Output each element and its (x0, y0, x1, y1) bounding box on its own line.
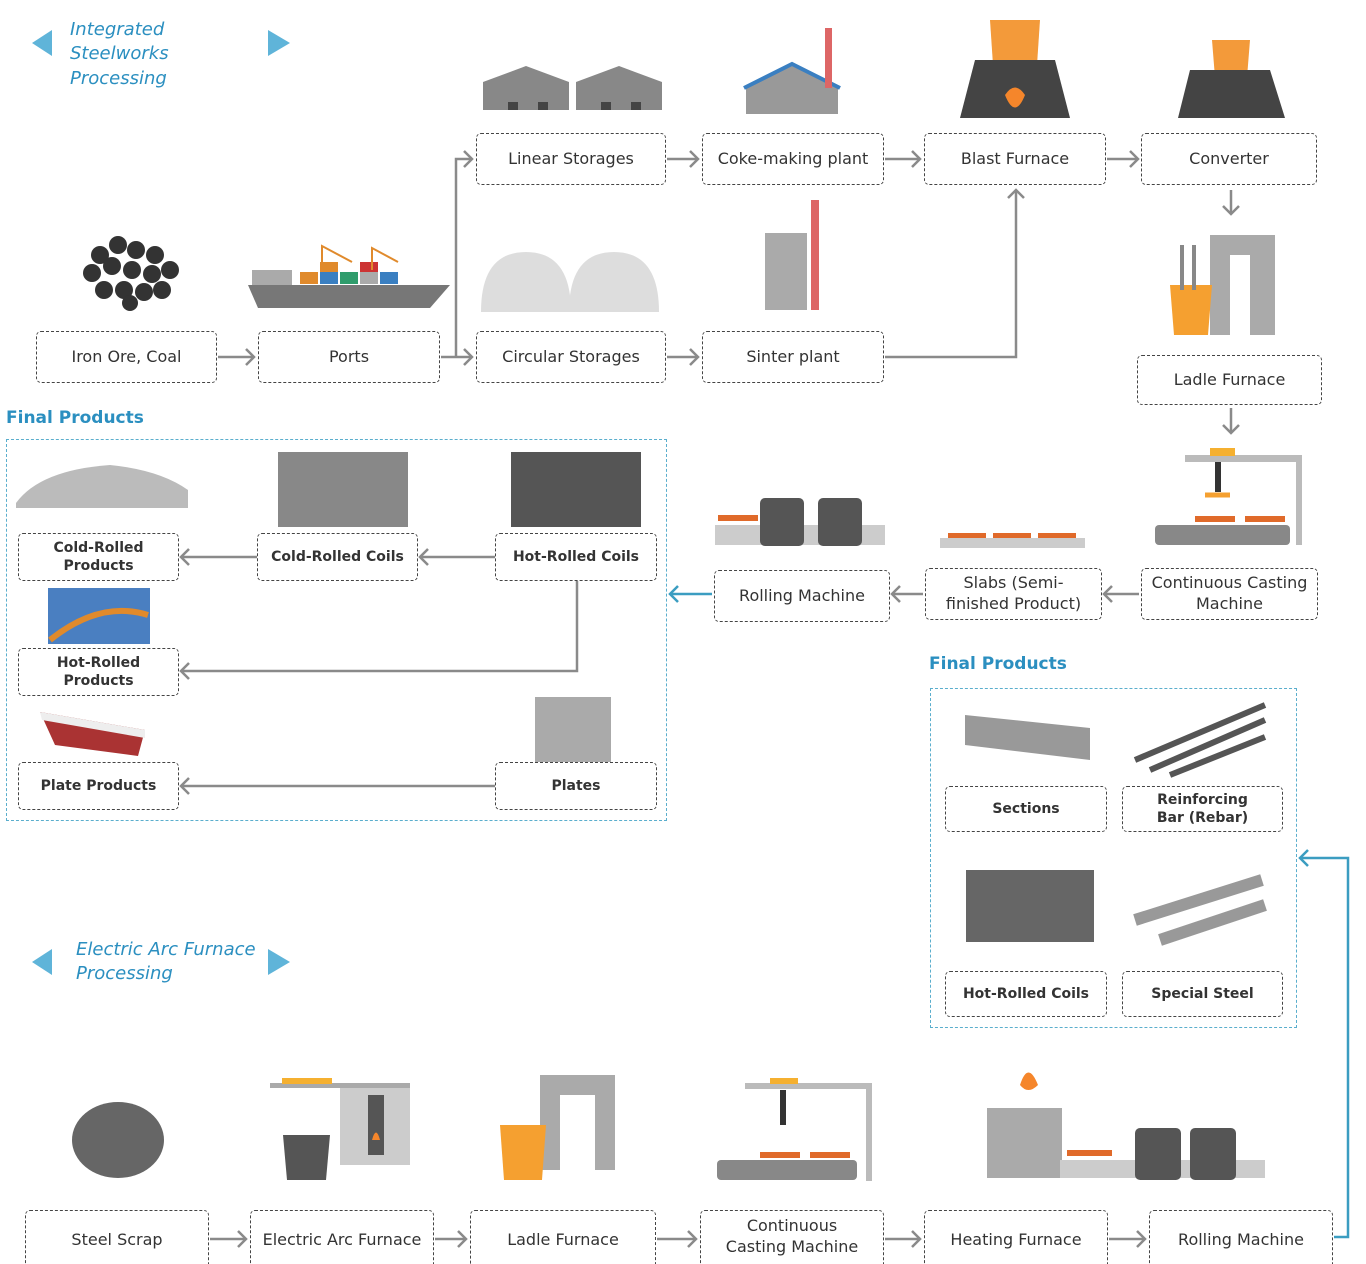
product-node: Reinforcing Bar (Rebar) (1122, 786, 1283, 832)
page: Integrated Steelworks Processing Electri… (0, 0, 1366, 1264)
section-title: Integrated Steelworks Processing (70, 18, 260, 91)
product-node: Hot-Rolled Products (18, 648, 179, 696)
product-node: Special Steel (1122, 971, 1283, 1017)
process-node: Linear Storages (476, 133, 666, 185)
product-node: Plates (495, 762, 657, 810)
product-node: Cold-Rolled Coils (257, 533, 418, 581)
process-node: Ladle Furnace (1137, 355, 1322, 405)
process-node: Steel Scrap (25, 1210, 209, 1264)
product-node: Sections (945, 786, 1107, 832)
process-node: Slabs (Semi-finished Product) (925, 568, 1102, 620)
product-node: Hot-Rolled Coils (495, 533, 657, 581)
final-products-title: Final Products (6, 408, 144, 428)
process-node: Coke-making plant (702, 133, 884, 185)
process-node: Continuous Casting Machine (1141, 568, 1318, 620)
process-node: Blast Furnace (924, 133, 1106, 185)
process-node: Electric Arc Furnace (250, 1210, 434, 1264)
product-node: Cold-Rolled Products (18, 533, 179, 581)
process-node: Rolling Machine (1149, 1210, 1333, 1264)
product-node: Plate Products (18, 762, 179, 810)
process-node: Sinter plant (702, 331, 884, 383)
process-node: Converter (1141, 133, 1317, 185)
section-title: Electric Arc Furnace Processing (76, 938, 266, 987)
process-node: Ports (258, 331, 440, 383)
process-node: Heating Furnace (924, 1210, 1108, 1264)
arrow (1300, 858, 1348, 1237)
process-node: Iron Ore, Coal (36, 331, 217, 383)
process-node: Rolling Machine (714, 570, 890, 622)
arrow (456, 159, 472, 357)
arrow (885, 190, 1016, 357)
final-products-title: Final Products (929, 654, 1067, 674)
process-node: Continuous Casting Machine (700, 1210, 884, 1264)
process-node: Ladle Furnace (470, 1210, 656, 1264)
process-node: Circular Storages (476, 331, 666, 383)
product-node: Hot-Rolled Coils (945, 971, 1107, 1017)
